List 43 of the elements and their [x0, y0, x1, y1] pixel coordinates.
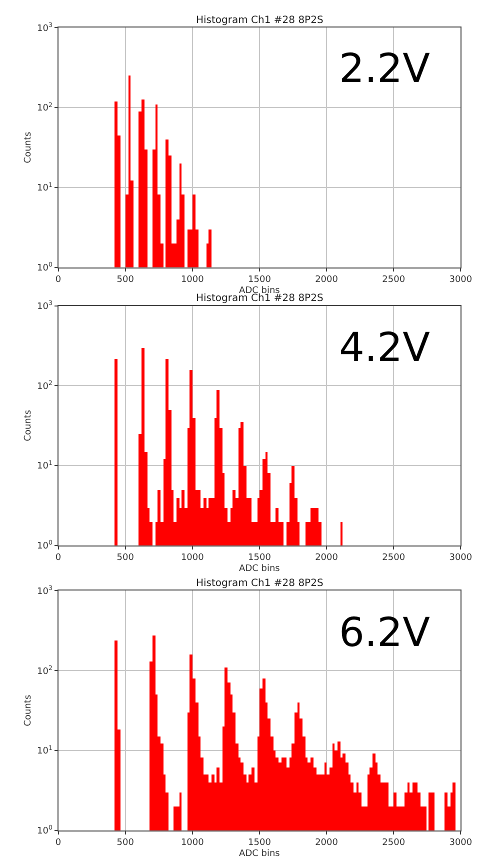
x-tick-label: 1000	[180, 553, 204, 564]
x-tick-label: 1500	[248, 275, 272, 286]
annotation: 2.2V	[339, 46, 431, 92]
y-tick-label: 10$^{2}$	[37, 102, 52, 114]
annotation: 6.2V	[339, 610, 431, 656]
x-tick-label: 1500	[248, 553, 272, 564]
y-tick-label: 10$^{1}$	[37, 182, 52, 194]
x-tick-label: 2500	[382, 275, 406, 286]
x-tick-label: 500	[116, 838, 134, 848]
x-tick-label: 0	[55, 553, 62, 564]
x-axis-title: ADC bins	[239, 564, 280, 574]
x-tick-label: 2000	[315, 553, 338, 564]
x-tick-label: 3000	[449, 275, 472, 286]
x-tick-label: 2000	[315, 838, 338, 848]
x-tick-label: 0	[55, 838, 62, 848]
x-tick-label: 500	[116, 275, 134, 286]
annotation: 4.2V	[339, 325, 431, 371]
x-tick-label: 1000	[180, 838, 204, 848]
y-tick-label: 10$^{0}$	[37, 262, 52, 274]
y-axis-title: Counts	[23, 131, 34, 164]
chart-title: Histogram Ch1 #28 8P2S	[196, 578, 324, 589]
chart-title: Histogram Ch1 #28 8P2S	[196, 15, 324, 26]
x-tick-label: 500	[116, 553, 134, 564]
y-tick-label: 10$^{3}$	[37, 22, 52, 34]
x-tick-label: 3000	[449, 553, 472, 564]
x-tick-label: 2500	[382, 553, 406, 564]
x-tick-label: 0	[55, 275, 62, 286]
x-axis-title: ADC bins	[239, 848, 280, 859]
y-tick-label: 10$^{1}$	[37, 744, 52, 757]
y-tick-label: 10$^{1}$	[37, 460, 52, 472]
x-tick-label: 2500	[382, 838, 406, 848]
y-tick-label: 10$^{3}$	[37, 585, 52, 597]
y-axis-title: Counts	[23, 694, 34, 726]
y-tick-label: 10$^{2}$	[37, 380, 52, 392]
y-tick-label: 10$^{3}$	[37, 300, 52, 312]
x-tick-label: 1000	[180, 275, 204, 286]
x-tick-label: 1500	[248, 838, 272, 848]
y-tick-label: 10$^{0}$	[37, 824, 52, 836]
y-axis-title: Counts	[23, 410, 34, 442]
y-tick-label: 10$^{0}$	[37, 540, 52, 552]
x-tick-label: 2000	[315, 275, 338, 286]
y-tick-label: 10$^{2}$	[37, 664, 52, 677]
x-tick-label: 3000	[449, 838, 472, 848]
